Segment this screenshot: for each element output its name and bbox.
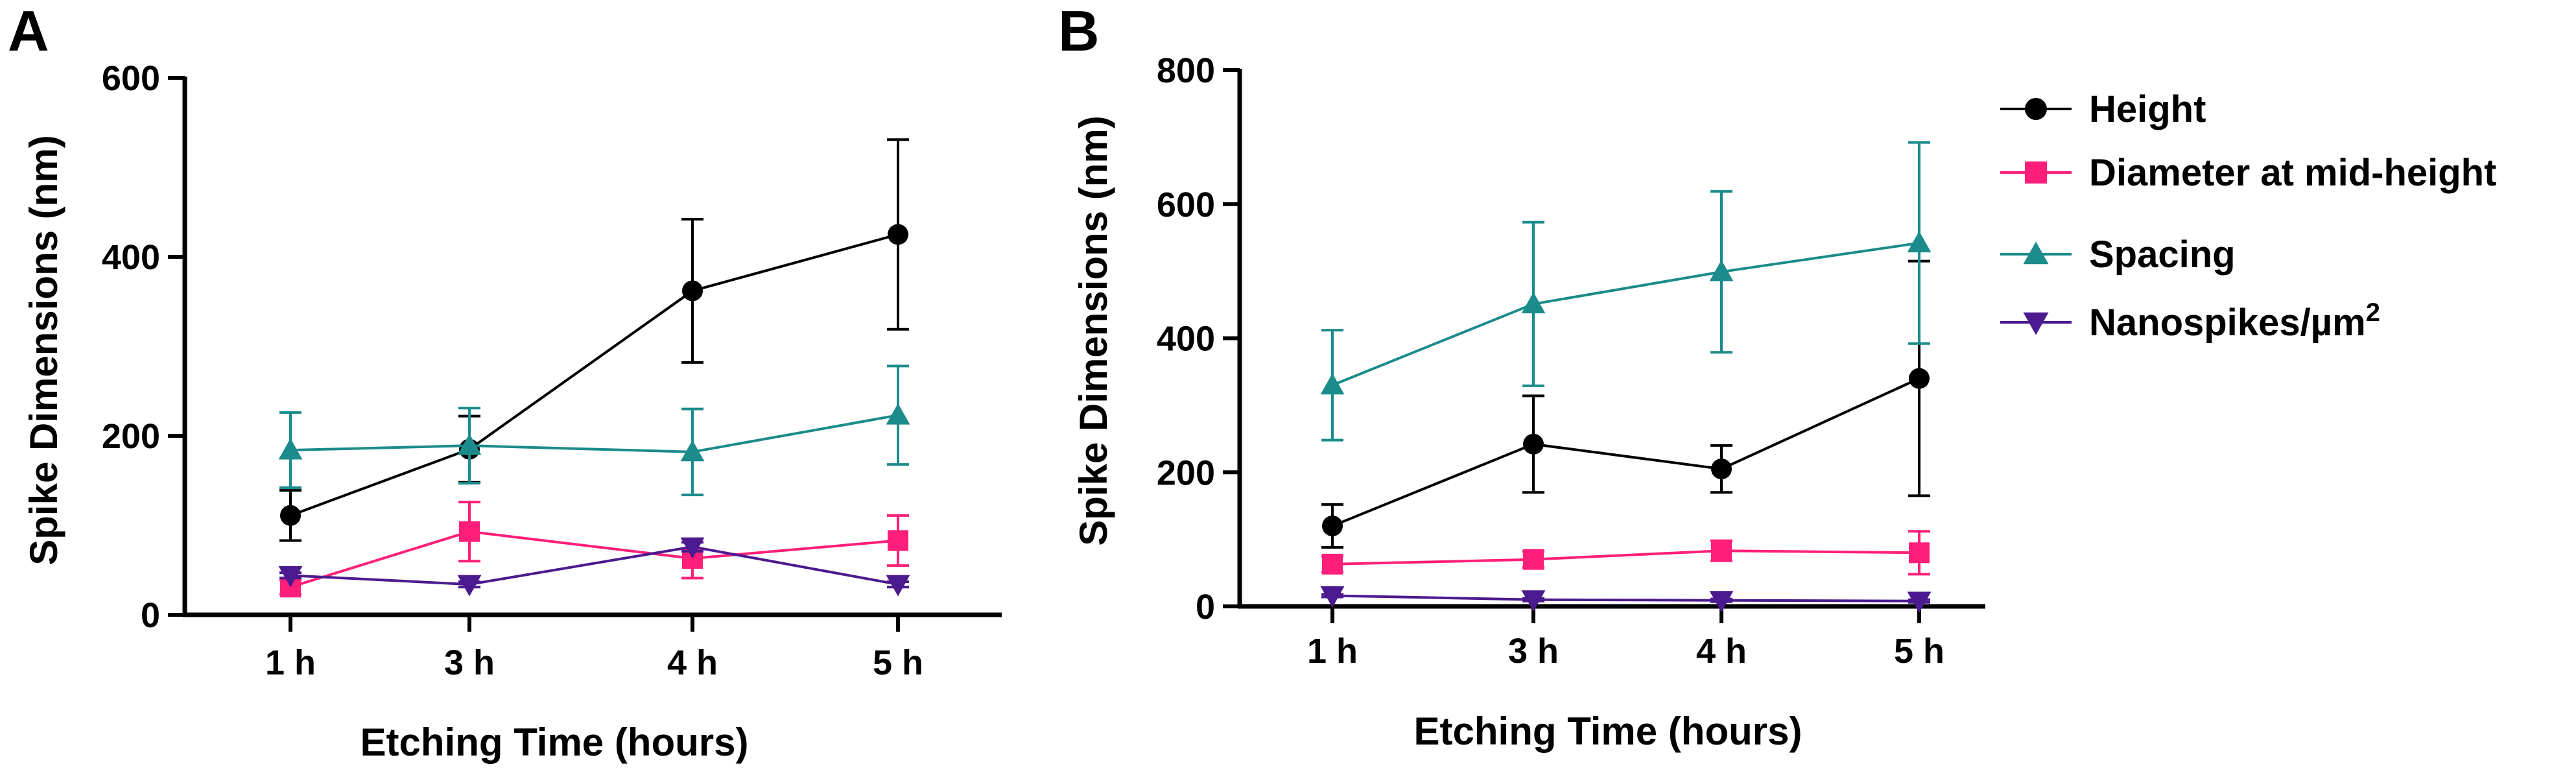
data-point-a-3-2 xyxy=(680,537,705,559)
legend-superscript: 2 xyxy=(2366,298,2380,327)
y-tick-label-a-0: 0 xyxy=(141,596,160,635)
y-axis-title-a: Spike Dimensions (nm) xyxy=(22,135,65,565)
data-point-a-3-3 xyxy=(886,575,910,597)
legend-item-0: Height xyxy=(2000,88,2206,130)
data-point-b-3-3 xyxy=(1907,591,1932,614)
data-point-b-0-1 xyxy=(1523,433,1544,455)
data-point-b-0-2 xyxy=(1711,459,1732,480)
data-point-a-3-0 xyxy=(278,566,303,588)
y-tick-label-a-1: 200 xyxy=(102,417,160,456)
data-point-b-0-0 xyxy=(1322,515,1343,536)
data-point-a-2-1 xyxy=(457,433,482,455)
legend-label: Diameter at mid-height xyxy=(2089,152,2496,194)
data-point-a-1-1 xyxy=(459,521,480,542)
panel-letter-a: A xyxy=(8,0,49,63)
series-line-b-0 xyxy=(1332,377,1920,527)
series-line-b-1 xyxy=(1332,549,1920,566)
data-point-b-3-2 xyxy=(1709,591,1734,613)
y-tick-label-b-2: 400 xyxy=(1157,320,1215,359)
series-line-a-2 xyxy=(290,414,899,453)
data-point-b-1-3 xyxy=(1909,542,1930,564)
y-tick-label-a-3: 600 xyxy=(102,59,160,98)
legend-label: Nanospikes/µm2 xyxy=(2089,298,2380,344)
y-tick-label-b-3: 600 xyxy=(1157,185,1215,224)
legend-label: Height xyxy=(2089,88,2206,130)
y-tick-label-a-2: 400 xyxy=(102,238,160,277)
x-tick-label-a-0: 1 h xyxy=(265,643,316,682)
data-point-a-0-2 xyxy=(682,280,703,302)
chart-panel-a: 0 200 400 600 1 h 3 h 4 h 5 h xyxy=(102,59,1002,682)
legend-item-2: Spacing xyxy=(2000,233,2236,276)
series-line-b-3 xyxy=(1332,594,1920,602)
legend-marker-square xyxy=(2025,161,2047,184)
legend-item-1: Diameter at mid-height xyxy=(2000,152,2496,194)
data-point-b-2-0 xyxy=(1320,373,1345,395)
panel-letter-b: B xyxy=(1058,0,1100,63)
data-point-b-0-3 xyxy=(1909,368,1930,389)
y-tick-label-b-4: 800 xyxy=(1157,51,1215,90)
data-point-b-2-3 xyxy=(1907,231,1932,253)
legend-item-3: Nanospikes/µm2 xyxy=(2000,298,2380,344)
x-tick-label-a-2: 4 h xyxy=(667,643,718,682)
x-tick-label-b-3: 5 h xyxy=(1894,632,1944,671)
series-line-b-2 xyxy=(1332,241,1920,387)
series-line-a-0 xyxy=(290,233,899,517)
data-point-b-2-1 xyxy=(1521,292,1546,314)
x-axis-title-b: Etching Time (hours) xyxy=(1414,709,1802,753)
x-tick-label-a-1: 3 h xyxy=(444,643,495,682)
y-tick-label-b-1: 200 xyxy=(1157,453,1215,492)
data-point-a-2-0 xyxy=(278,438,303,460)
data-point-b-2-2 xyxy=(1709,259,1734,281)
y-tick-label-b-0: 0 xyxy=(1196,588,1215,626)
data-point-a-3-1 xyxy=(457,575,482,597)
y-axis-title-b: Spike Dimensions (nm) xyxy=(1072,115,1115,545)
x-tick-label-b-0: 1 h xyxy=(1307,632,1358,671)
data-point-a-2-3 xyxy=(886,403,910,425)
data-point-a-2-2 xyxy=(680,440,705,462)
legend: Height Diameter at mid-height Spacing Nanos… xyxy=(2000,88,2496,344)
legend-marker-circle xyxy=(2025,98,2047,120)
data-point-a-0-3 xyxy=(888,224,908,245)
x-tick-label-a-3: 5 h xyxy=(873,643,923,682)
data-point-b-1-0 xyxy=(1322,553,1343,575)
data-point-b-1-2 xyxy=(1711,540,1732,562)
series-line-a-1 xyxy=(290,530,899,589)
chart-panel-b: 0 200 400 600 800 1 h 3 h 4 h 5 h xyxy=(1157,51,1985,671)
data-point-b-3-1 xyxy=(1521,590,1546,612)
x-tick-label-b-1: 3 h xyxy=(1508,632,1559,671)
series-line-a-3 xyxy=(290,545,899,586)
data-point-a-0-0 xyxy=(280,505,301,526)
legend-marker-triangle-down xyxy=(2023,312,2049,335)
x-tick-label-b-2: 4 h xyxy=(1696,632,1747,671)
data-point-b-3-0 xyxy=(1320,586,1345,608)
x-axis-title-a: Etching Time (hours) xyxy=(360,721,749,764)
data-point-b-1-1 xyxy=(1523,549,1544,570)
legend-label: Spacing xyxy=(2089,233,2236,276)
data-point-a-1-3 xyxy=(888,530,908,551)
legend-marker-triangle-up xyxy=(2023,241,2049,265)
